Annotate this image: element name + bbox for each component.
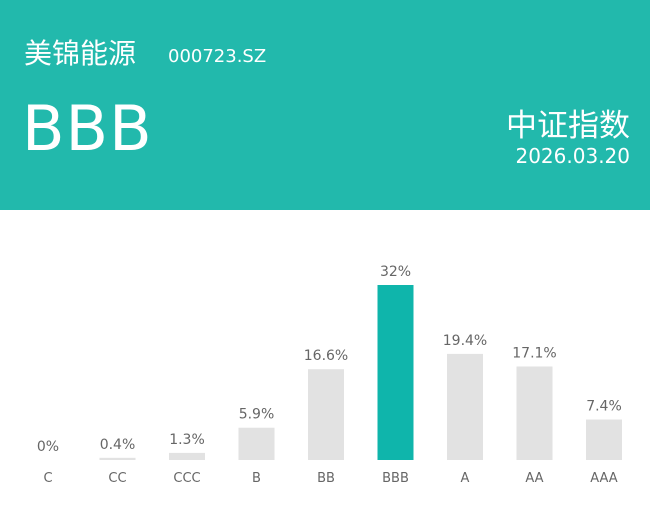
data-label-AAA: 7.4% — [586, 399, 622, 415]
bar-A — [447, 353, 483, 460]
company-name: 美锦能源 — [24, 37, 137, 70]
bar-BB — [308, 369, 344, 460]
category-label-AA: AA — [525, 471, 543, 486]
bar-CC — [99, 457, 136, 460]
data-label-C: 0% — [37, 439, 59, 455]
bar-BBB — [377, 285, 414, 460]
bar-AA — [516, 366, 553, 460]
bar-B — [238, 427, 275, 460]
category-label-AAA: AAA — [590, 471, 618, 486]
bar-CCC — [169, 452, 205, 460]
data-label-BB: 16.6% — [304, 348, 348, 364]
data-label-CCC: 1.3% — [169, 432, 205, 448]
category-label-B: B — [252, 471, 261, 486]
data-label-CC: 0.4% — [100, 437, 136, 453]
data-label-B: 5.9% — [239, 407, 275, 423]
bar-AAA — [586, 419, 622, 460]
data-label-A: 19.4% — [443, 333, 487, 349]
header: 美锦能源 000723.SZ BBB 中证指数 2026.03.20 — [0, 0, 650, 210]
data-label-AA: 17.1% — [512, 345, 556, 361]
category-label-A: A — [461, 471, 470, 486]
rating: BBB — [22, 92, 153, 165]
category-label-CC: CC — [108, 471, 126, 486]
category-label-BB: BB — [317, 471, 335, 486]
category-label-C: C — [43, 471, 52, 486]
rating-distribution-chart: 0% C 0.4% CC 1.3% CCC 5.9% B 16.6% BB 32% BBB 19.4% A… — [37, 264, 622, 486]
data-label-BBB: 32% — [380, 264, 411, 280]
category-label-CCC: CCC — [173, 471, 200, 486]
index-name: 中证指数 — [506, 108, 630, 144]
date: 2026.03.20 — [515, 144, 630, 168]
stock-code: 000723.SZ — [168, 46, 267, 67]
category-label-BBB: BBB — [382, 471, 409, 486]
